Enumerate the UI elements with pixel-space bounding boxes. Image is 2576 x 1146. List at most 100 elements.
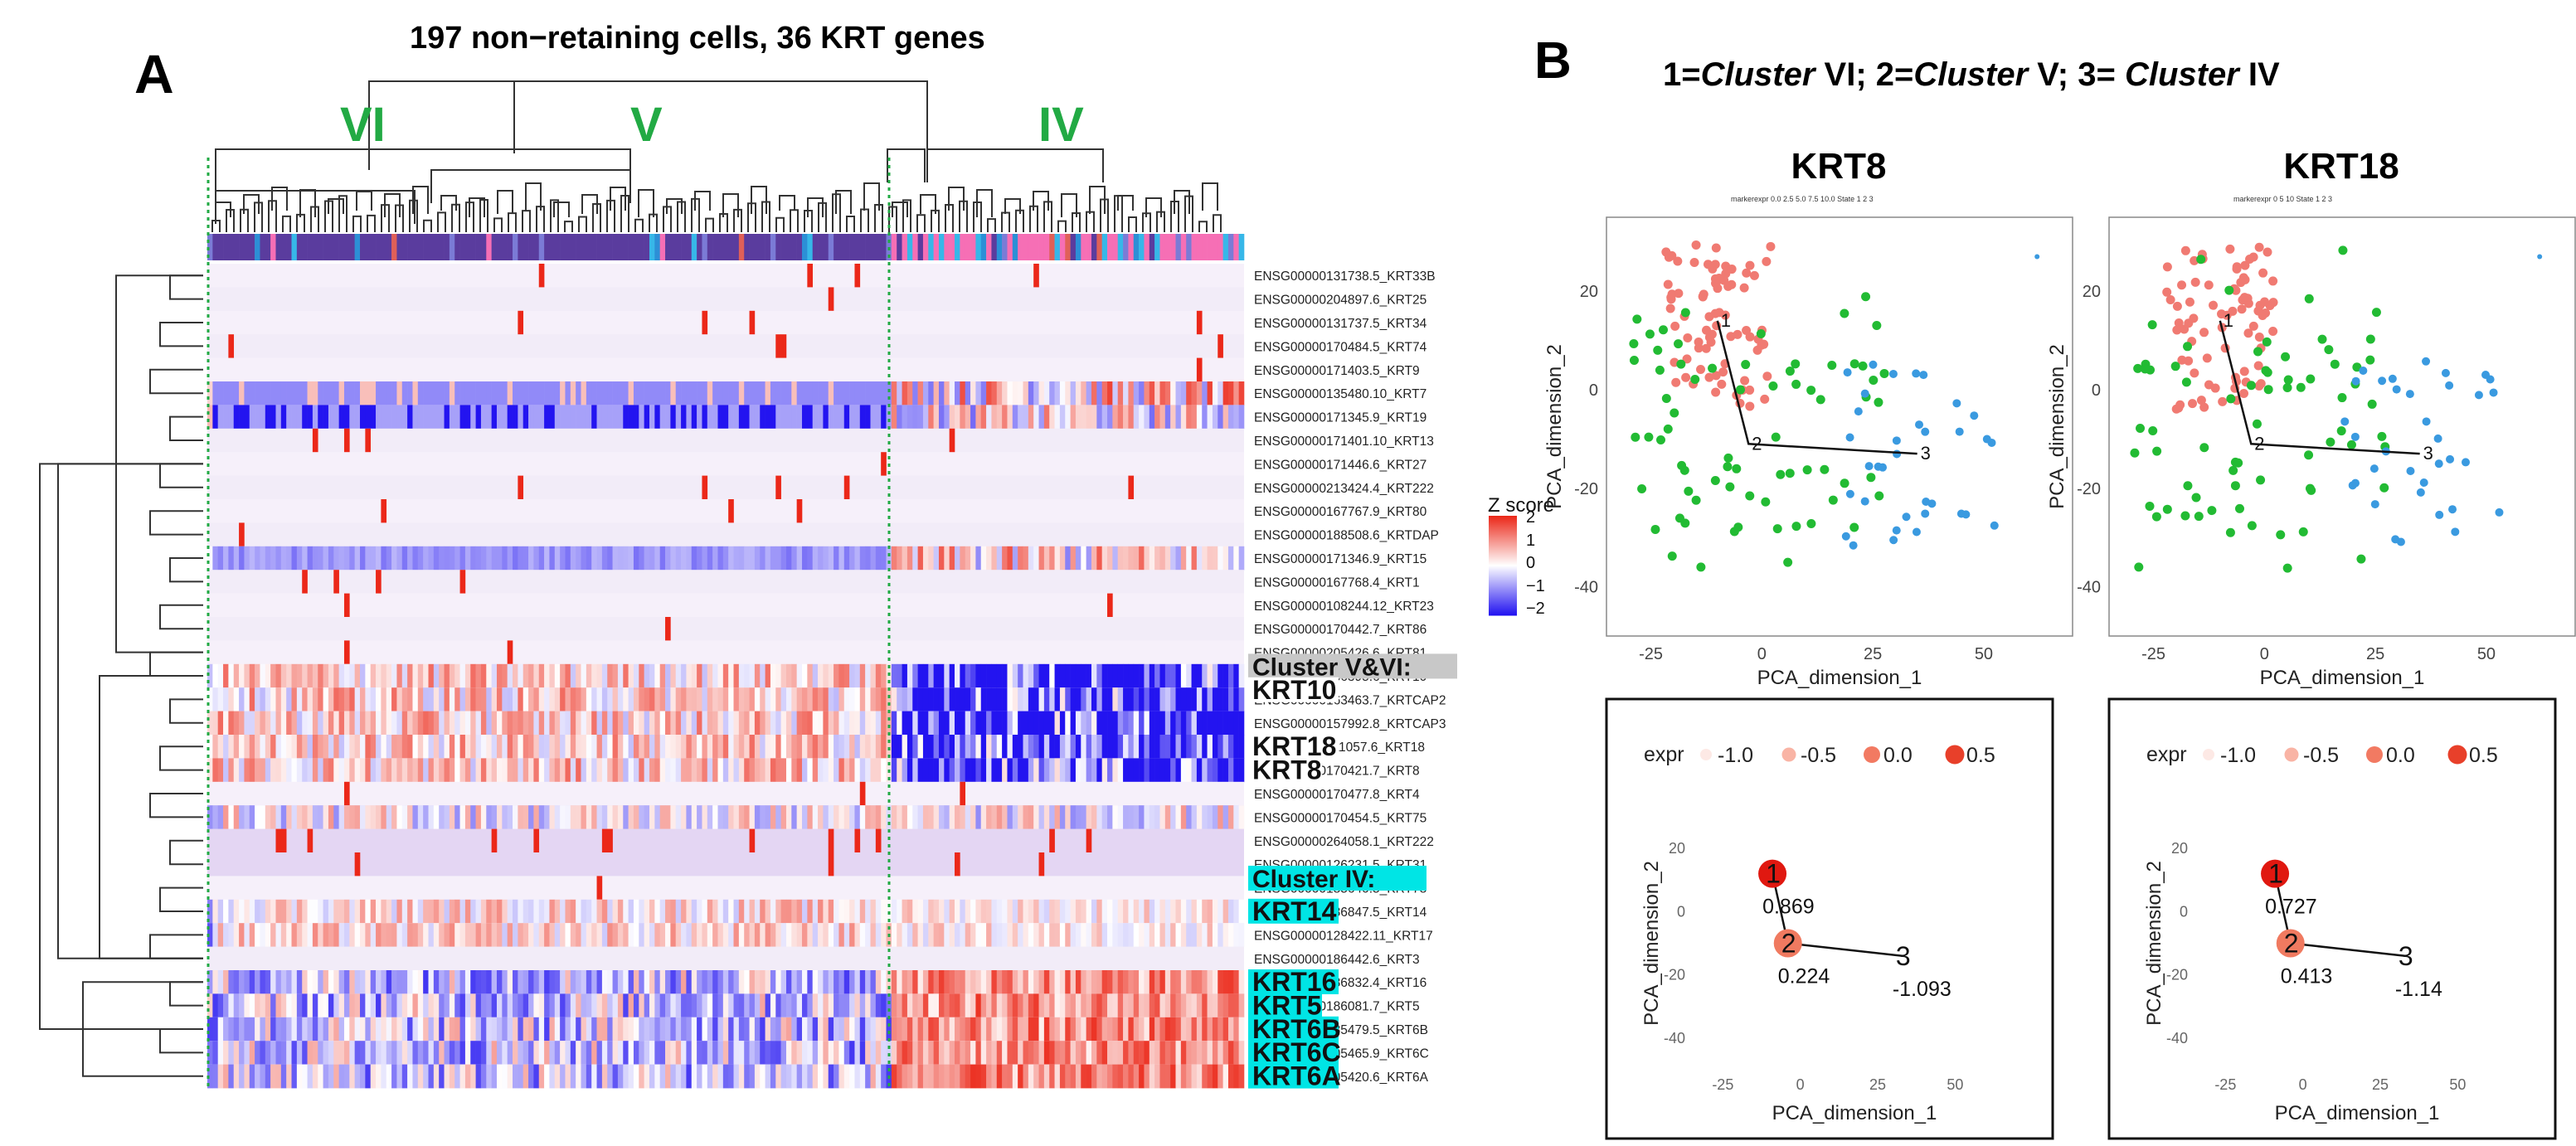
heatmap-cell bbox=[1154, 546, 1160, 571]
pca-point-state3 bbox=[2419, 478, 2428, 488]
annotation-cell bbox=[1018, 234, 1023, 260]
heatmap-cell bbox=[722, 758, 729, 783]
annotation-cell bbox=[659, 234, 666, 260]
top-dendrogram: VI V IV bbox=[211, 80, 1222, 232]
heatmap-cell bbox=[744, 735, 750, 759]
heatmap-cell bbox=[849, 899, 855, 924]
heatmap-cell bbox=[1233, 405, 1239, 430]
heatmap-cell bbox=[1107, 923, 1113, 947]
pca-point-state3 bbox=[2034, 254, 2040, 260]
heatmap-cell bbox=[975, 1064, 982, 1089]
heatmap-cell bbox=[717, 1017, 724, 1042]
heatmap-cell bbox=[649, 546, 655, 571]
heatmap-cell bbox=[775, 334, 781, 358]
pca-point-state2 bbox=[1653, 345, 1663, 355]
heatmap-cell bbox=[439, 1017, 445, 1042]
heatmap-cell bbox=[1012, 1064, 1018, 1089]
heatmap-cell bbox=[518, 970, 524, 994]
heatmap-cell bbox=[533, 899, 540, 924]
heatmap-cell bbox=[922, 405, 929, 430]
legend-title: Z score bbox=[1488, 494, 1554, 517]
heatmap-cell bbox=[365, 663, 372, 688]
heatmap-cell bbox=[760, 711, 766, 736]
heatmap-cell bbox=[828, 1017, 834, 1042]
heatmap-cell bbox=[1164, 735, 1171, 759]
heatmap-cell bbox=[944, 1017, 950, 1042]
heatmap-cell bbox=[955, 405, 960, 430]
heatmap-cell bbox=[1075, 687, 1081, 711]
heatmap-cell bbox=[507, 805, 513, 829]
heatmap-cell bbox=[681, 546, 687, 571]
heatmap-cell bbox=[785, 381, 792, 405]
heatmap-cell bbox=[360, 546, 366, 571]
heatmap-cell bbox=[807, 711, 813, 736]
heatmap-cell bbox=[854, 381, 861, 405]
heatmap-cell bbox=[417, 758, 424, 783]
pca-point-state3 bbox=[1841, 532, 1850, 541]
heatmap-cell bbox=[1065, 923, 1071, 947]
heatmap-cell bbox=[1149, 805, 1155, 829]
heatmap-cell bbox=[1101, 805, 1108, 829]
heatmap-cell bbox=[965, 546, 971, 571]
heatmap-cell bbox=[765, 546, 771, 571]
heatmap-cell bbox=[859, 663, 866, 688]
legend-gradient-step bbox=[1489, 555, 1517, 556]
heatmap-cell bbox=[849, 687, 855, 711]
heatmap-cell bbox=[623, 381, 629, 405]
legend-gradient-step bbox=[1489, 548, 1517, 550]
heatmap-cell bbox=[428, 1017, 435, 1042]
heatmap-cell bbox=[659, 735, 666, 759]
heatmap-cell bbox=[1112, 970, 1119, 994]
heatmap-cell bbox=[712, 923, 718, 947]
pca-point-state1 bbox=[2190, 277, 2200, 287]
heatmap-cell bbox=[601, 687, 608, 711]
heatmap-cell bbox=[212, 1041, 218, 1065]
heatmap-cell bbox=[933, 758, 940, 783]
heatmap-cell bbox=[412, 687, 419, 711]
annotation-cell bbox=[286, 234, 292, 260]
heatmap-cell bbox=[1164, 711, 1171, 736]
heatmap-cell bbox=[370, 923, 377, 947]
heatmap-cell bbox=[760, 405, 766, 430]
heatmap-cell bbox=[296, 381, 303, 405]
heatmap-cell bbox=[728, 758, 734, 783]
heatmap-cell bbox=[596, 663, 603, 688]
heatmap-cell bbox=[496, 1064, 503, 1089]
heatmap-cell bbox=[749, 1064, 756, 1089]
heatmap-cell bbox=[1180, 663, 1187, 688]
heatmap-cell bbox=[549, 1017, 556, 1042]
heatmap-cell bbox=[349, 735, 355, 759]
heatmap-cell bbox=[1139, 758, 1145, 783]
heatmap-cell bbox=[1018, 663, 1023, 688]
pca-ytick: -40 bbox=[1574, 579, 1598, 597]
legend-gradient-step bbox=[1489, 605, 1517, 606]
gene-label: ENSG00000213424.4_KRT222 bbox=[1254, 482, 1434, 496]
heatmap-cell bbox=[360, 663, 366, 688]
heatmap-cell bbox=[665, 993, 671, 1018]
legend-gradient-step bbox=[1489, 544, 1517, 546]
heatmap-cell bbox=[675, 923, 682, 947]
heatmap-cell bbox=[296, 923, 303, 947]
heatmap-cell bbox=[1059, 758, 1066, 783]
heatmap-cell bbox=[712, 735, 718, 759]
heatmap-cell bbox=[601, 923, 608, 947]
heatmap-cell bbox=[875, 735, 882, 759]
heatmap-cell bbox=[765, 899, 771, 924]
heatmap-cell bbox=[865, 711, 871, 736]
pca-point-state2 bbox=[2140, 364, 2150, 374]
heatmap-cell bbox=[376, 570, 382, 594]
heatmap-cell bbox=[576, 758, 581, 783]
heatmap-cell bbox=[659, 546, 666, 571]
heatmap-cell bbox=[291, 711, 298, 736]
annotation-cell bbox=[991, 234, 998, 260]
heatmap-cell bbox=[496, 970, 503, 994]
heatmap-cell bbox=[665, 758, 671, 783]
heatmap-cell bbox=[902, 805, 908, 829]
heatmap-cell bbox=[1018, 993, 1023, 1018]
heatmap-cell bbox=[1238, 381, 1245, 405]
heatmap-cell bbox=[697, 1017, 702, 1042]
heatmap-cell bbox=[381, 499, 387, 523]
heatmap-cell bbox=[1023, 970, 1029, 994]
heatmap-cell bbox=[834, 899, 839, 924]
gene-label: ENSG00000128422.11_KRT17 bbox=[1254, 929, 1433, 943]
